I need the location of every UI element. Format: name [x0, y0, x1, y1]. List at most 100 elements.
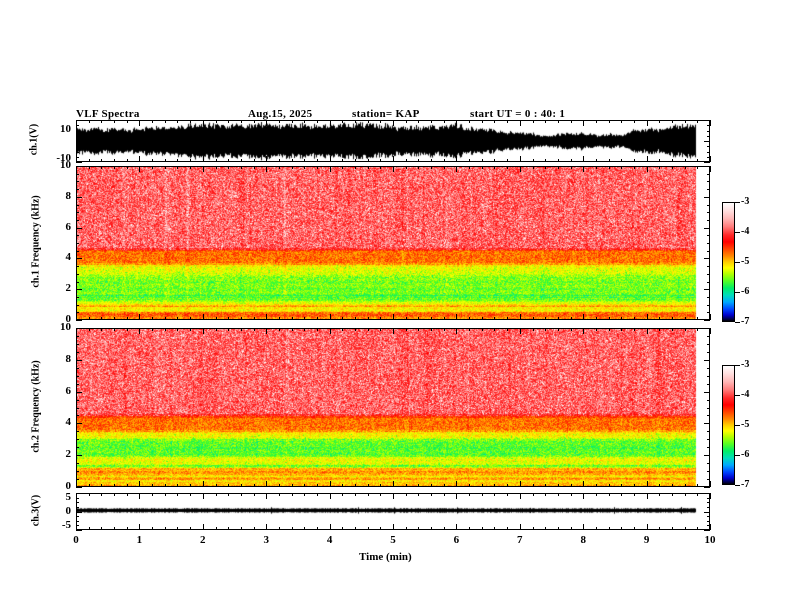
y-tick — [707, 497, 710, 499]
x-tick — [621, 493, 623, 496]
y-tick — [704, 162, 710, 163]
x-tick — [367, 159, 369, 162]
x-tick — [494, 166, 496, 169]
x-tick — [253, 328, 255, 331]
y-tick — [76, 120, 82, 121]
x-tick — [380, 120, 382, 123]
colorbar-tick-label: -7 — [741, 479, 750, 490]
x-tick — [494, 120, 496, 123]
y-tick — [707, 439, 710, 441]
y-tick — [76, 502, 79, 504]
y-tick — [76, 506, 79, 508]
x-tick — [101, 328, 103, 331]
x-tick — [329, 481, 331, 487]
x-tick — [342, 317, 344, 320]
x-tick — [152, 166, 154, 169]
x-tick — [519, 314, 521, 320]
y-tick — [76, 151, 79, 153]
freq-tick-label: 2 — [65, 448, 72, 461]
colorbar-tick — [735, 322, 740, 323]
y-tick — [76, 525, 79, 527]
x-tick — [405, 527, 407, 530]
x-tick — [304, 159, 306, 162]
ch3-volt-tick-label: -5 — [61, 519, 71, 531]
x-tick — [583, 524, 585, 530]
x-tick — [418, 120, 420, 123]
x-tick — [164, 493, 166, 496]
x-tick-label: 10 — [704, 534, 716, 546]
x-tick — [316, 527, 318, 530]
colorbar-tick — [735, 202, 740, 203]
x-tick — [431, 166, 432, 169]
y-tick — [707, 407, 710, 409]
x-tick — [583, 156, 585, 162]
x-tick — [494, 493, 496, 496]
x-tick — [621, 317, 623, 320]
y-tick — [704, 359, 710, 361]
x-tick — [608, 159, 610, 162]
y-tick — [76, 162, 82, 163]
x-tick — [532, 317, 534, 320]
y-tick — [76, 156, 79, 158]
x-tick — [228, 317, 230, 320]
x-tick — [291, 328, 293, 331]
x-tick — [202, 524, 204, 530]
x-tick — [697, 527, 699, 530]
x-tick-label: 4 — [326, 534, 333, 546]
x-tick — [646, 493, 648, 499]
x-tick — [595, 484, 597, 487]
x-tick — [519, 120, 521, 126]
x-tick — [278, 159, 280, 162]
y-tick — [704, 328, 710, 329]
colorbar-tick — [735, 365, 740, 366]
x-tick — [659, 493, 661, 496]
x-tick — [316, 328, 318, 331]
x-tick — [418, 493, 420, 496]
colorbar-tick-label: -4 — [741, 389, 750, 400]
x-tick — [393, 120, 394, 126]
x-tick — [545, 484, 547, 487]
x-tick — [304, 317, 306, 320]
x-tick — [304, 328, 306, 331]
x-tick — [659, 159, 661, 162]
x-tick — [697, 120, 699, 123]
x-tick — [215, 328, 217, 331]
x-tick — [101, 317, 103, 320]
x-tick — [88, 317, 90, 320]
y-tick — [76, 375, 79, 377]
x-tick — [595, 317, 597, 320]
x-tick — [494, 527, 496, 530]
freq-tick-label: 6 — [65, 384, 72, 397]
x-tick — [481, 159, 483, 162]
y-tick — [76, 312, 79, 314]
x-tick — [532, 159, 534, 162]
x-tick — [367, 120, 369, 123]
x-tick — [215, 527, 217, 530]
y-tick — [76, 415, 79, 417]
x-tick — [342, 120, 344, 123]
freq-tick-label: 0 — [65, 480, 72, 492]
x-tick — [190, 484, 192, 487]
x-tick — [266, 156, 268, 162]
x-tick — [177, 527, 179, 530]
y-tick — [76, 227, 82, 229]
x-tick — [240, 317, 242, 320]
x-tick — [710, 156, 711, 162]
y-tick — [704, 391, 710, 393]
x-tick — [164, 484, 166, 487]
x-tick — [190, 493, 192, 496]
x-tick — [481, 328, 483, 331]
x-tick — [202, 156, 204, 162]
x-tick — [456, 120, 458, 126]
y-tick — [76, 189, 79, 191]
x-tick — [190, 120, 192, 123]
x-tick — [405, 493, 407, 496]
x-tick — [469, 317, 471, 320]
x-tick — [342, 159, 344, 162]
x-tick — [405, 166, 407, 169]
x-tick — [659, 120, 661, 123]
x-tick — [228, 328, 230, 331]
x-tick — [557, 166, 559, 169]
y-tick — [707, 343, 710, 345]
x-tick — [228, 166, 230, 169]
